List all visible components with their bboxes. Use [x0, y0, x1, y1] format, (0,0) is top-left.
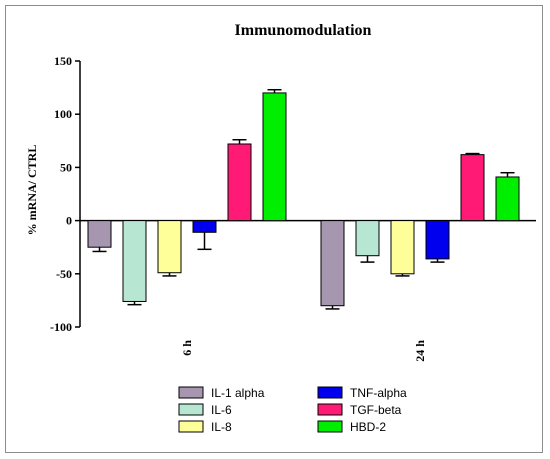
y-tick-label: 50	[60, 160, 72, 174]
legend-label: IL-1 alpha	[211, 386, 265, 400]
bar-il-8	[157, 220, 182, 274]
x-tick-label: 6 h	[180, 340, 194, 356]
y-tick-label: -50	[56, 267, 72, 281]
legend-swatch	[178, 386, 204, 399]
bar-hbd-2	[262, 92, 287, 222]
y-tick-label: 150	[54, 54, 72, 68]
legend-swatch	[317, 386, 343, 399]
legend: IL-1 alpha IL-6 IL-8 TNF-alpha TGF-beta HBD-2	[178, 386, 407, 434]
bar-tgf-beta	[227, 143, 252, 222]
bar-il-6	[122, 220, 147, 302]
bar-il-8	[390, 220, 415, 275]
bar-hbd-2	[495, 176, 520, 222]
legend-label: HBD-2	[350, 420, 386, 434]
legend-swatch	[317, 420, 343, 433]
bar-tnf-alpha	[425, 220, 450, 260]
legend-swatch	[178, 420, 204, 433]
bar-tgf-beta	[460, 154, 485, 222]
legend-label: IL-8	[211, 420, 232, 434]
chart-title: Immunomodulation	[235, 22, 372, 39]
legend-label: TNF-alpha	[350, 386, 407, 400]
bar-il-1-alpha	[320, 220, 345, 307]
y-tick-label: 100	[54, 107, 72, 121]
bar-il-6	[355, 220, 380, 257]
plot-area: -100 -50 0 50 100 150 6 h 24 h	[50, 54, 536, 362]
legend-swatch	[317, 403, 343, 416]
x-tick-label: 24 h	[413, 340, 427, 362]
y-axis-label: % mRNA/ CTRL	[25, 145, 39, 236]
legend-swatch	[178, 403, 204, 416]
legend-label: IL-6	[211, 403, 232, 417]
y-tick-label: -100	[50, 320, 72, 334]
bar-il-1-alpha	[87, 220, 112, 248]
bar-tnf-alpha	[192, 220, 217, 233]
legend-label: TGF-beta	[350, 403, 402, 417]
y-tick-label: 0	[66, 214, 72, 228]
